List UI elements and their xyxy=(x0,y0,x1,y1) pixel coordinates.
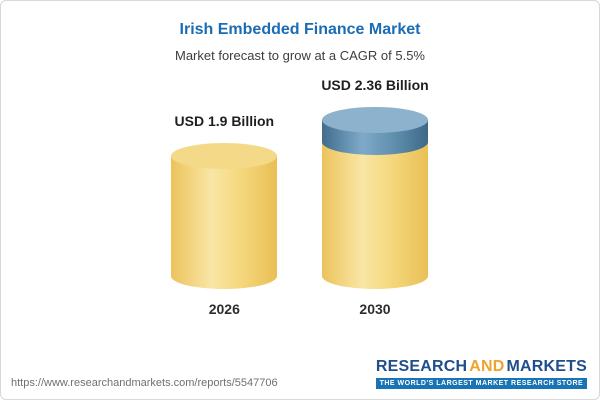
footer: https://www.researchandmarkets.com/repor… xyxy=(1,351,599,399)
logo: RESEARCH AND MARKETS THE WORLD'S LARGEST M… xyxy=(375,359,587,389)
chart: USD 1.9 Billion 2026 USD 2.36 Billion 20… xyxy=(1,65,599,317)
page-subtitle: Market forecast to grow at a CAGR of 5.5… xyxy=(175,48,425,63)
cylinder xyxy=(171,143,278,289)
year-label: 2030 xyxy=(359,301,391,317)
bar-column: USD 1.9 Billion 2026 xyxy=(171,113,278,317)
value-label: USD 2.36 Billion xyxy=(321,77,429,93)
bar-column: USD 2.36 Billion 2030 xyxy=(321,77,428,317)
logo-and: AND xyxy=(469,358,505,375)
growth-cap-top-ellipse xyxy=(321,107,428,133)
logo-tagline: THE WORLD'S LARGEST MARKET RESEARCH STOR… xyxy=(375,378,587,389)
growth-cap xyxy=(321,107,428,155)
value-label: USD 1.9 Billion xyxy=(174,113,275,129)
report-url[interactable]: https://www.researchandmarkets.com/repor… xyxy=(11,377,278,389)
year-label: 2026 xyxy=(208,301,240,317)
cylinder-body xyxy=(171,156,278,289)
cylinder-top-ellipse xyxy=(171,143,278,169)
cylinder xyxy=(321,107,428,289)
logo-wordmark: RESEARCH AND MARKETS xyxy=(376,359,587,375)
logo-research: RESEARCH xyxy=(375,358,468,375)
logo-markets: MARKETS xyxy=(506,358,587,375)
page-title: Irish Embedded Finance Market xyxy=(179,21,421,38)
